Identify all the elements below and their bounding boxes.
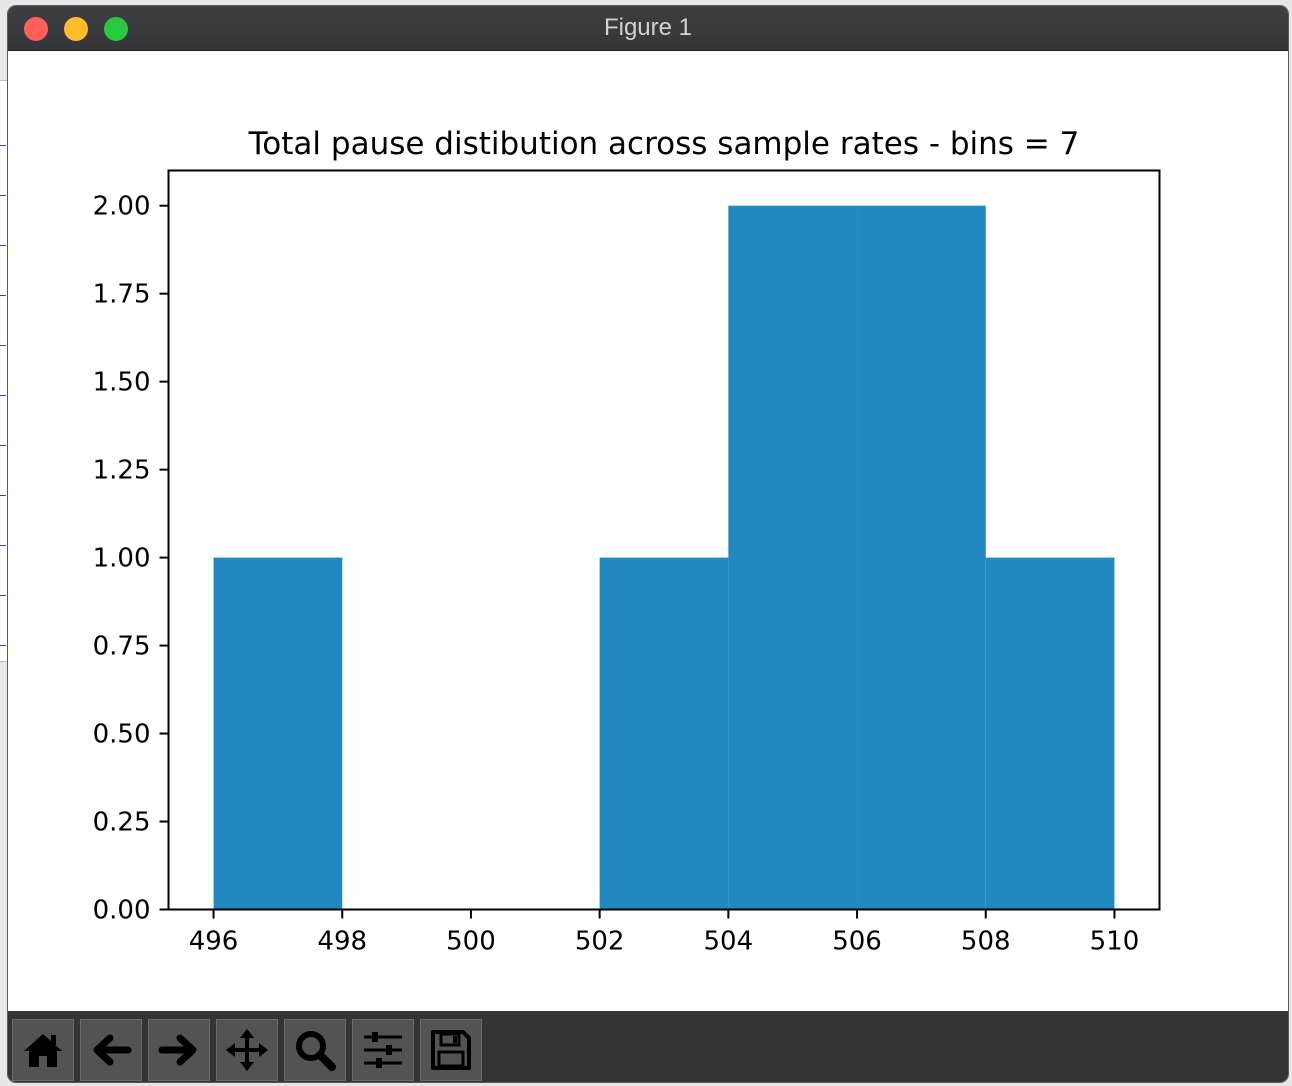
- y-tick-label: 1.25: [93, 456, 151, 486]
- arrow-left-icon: [93, 1034, 132, 1066]
- plot-frame: [167, 169, 1161, 911]
- x-tick-label: 496: [189, 927, 239, 957]
- x-tick-label: 504: [704, 927, 754, 957]
- close-window-button[interactable]: [24, 17, 48, 41]
- y-tick-label: 1.50: [93, 368, 151, 398]
- save-button[interactable]: [420, 1019, 482, 1081]
- x-tick-label: 508: [961, 927, 1011, 957]
- histogram-bar: [728, 205, 858, 910]
- maximize-window-button[interactable]: [104, 17, 128, 41]
- zoom-button[interactable]: [284, 1019, 346, 1081]
- background-link: [0, 423, 6, 446]
- sliders-icon: [364, 1032, 402, 1068]
- move-icon: [226, 1029, 268, 1071]
- y-tick-label: 0.75: [93, 632, 151, 662]
- histogram-bar: [857, 205, 986, 910]
- window-title: Figure 1: [603, 14, 693, 41]
- histogram-bar: [213, 557, 343, 910]
- x-tick-label: 500: [446, 927, 496, 957]
- histogram-bar: [599, 557, 729, 910]
- y-tick-label: 0.00: [93, 896, 151, 926]
- arrow-right-icon: [158, 1034, 197, 1066]
- floppy-disk-icon: [431, 1030, 471, 1070]
- bar-group: [213, 205, 1115, 910]
- background-link: [0, 223, 6, 246]
- x-tick-label: 502: [575, 927, 625, 957]
- background-link: [0, 523, 6, 546]
- back-button[interactable]: [80, 1019, 142, 1081]
- home-button[interactable]: [12, 1019, 74, 1081]
- x-axis: 496 498 500 502 504 506 508 510: [189, 909, 1140, 957]
- background-link: [0, 273, 6, 296]
- title-bar[interactable]: Figure 1: [8, 6, 1288, 51]
- configure-subplots-button[interactable]: [352, 1019, 414, 1081]
- pan-button[interactable]: [216, 1019, 278, 1081]
- magnifier-icon: [296, 1031, 336, 1071]
- y-tick-label: 0.25: [93, 808, 151, 838]
- x-tick-label: 498: [317, 927, 367, 957]
- chart-title: Total pause distibution across sample ra…: [248, 126, 1080, 162]
- y-tick-label: 1.75: [93, 280, 151, 310]
- minimize-window-button[interactable]: [64, 17, 88, 41]
- background-link: [0, 123, 6, 146]
- histogram-chart: Total pause distibution across sample ra…: [93, 126, 1161, 957]
- histogram-bar: [985, 557, 1115, 910]
- background-window-edge: [0, 80, 8, 662]
- figure-canvas[interactable]: Total pause distibution across sample ra…: [8, 51, 1288, 1011]
- forward-button[interactable]: [148, 1019, 210, 1081]
- y-tick-label: 2.00: [93, 192, 151, 222]
- background-link: [0, 573, 6, 596]
- navigation-toolbar: [8, 1011, 1288, 1082]
- background-link: [0, 173, 6, 196]
- figure-window: Figure 1 Total pause distibution across …: [8, 6, 1288, 1082]
- y-tick-label: 1.00: [93, 544, 151, 574]
- background-link: [0, 373, 6, 396]
- background-link: [0, 323, 6, 346]
- home-icon: [24, 1034, 62, 1067]
- background-link: [0, 473, 6, 496]
- x-tick-label: 510: [1090, 927, 1140, 957]
- background-link: [0, 623, 6, 646]
- y-tick-label: 0.50: [93, 720, 151, 750]
- y-axis: 0.00 0.25 0.50 0.75 1.00 1.25 1.50 1.75 2.00: [93, 192, 169, 926]
- x-tick-label: 506: [832, 927, 882, 957]
